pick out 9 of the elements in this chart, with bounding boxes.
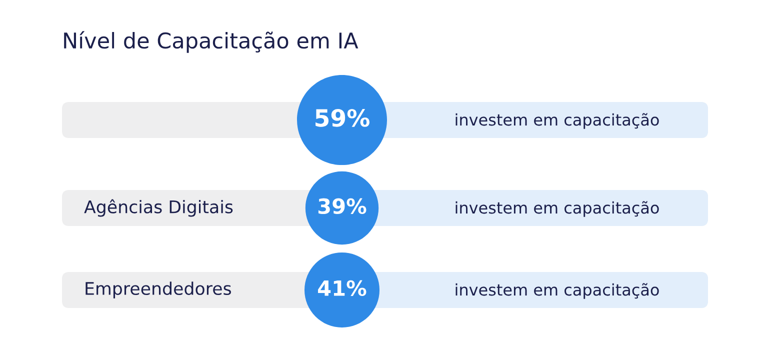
text: Nível de Capacitação em IA [64,31,358,53]
data-label: 41% [318,280,366,296]
data-label: 59% [316,108,370,127]
text: investem em capacitação [456,201,659,217]
category-label: Empreendedores [86,282,231,298]
category-label: Agências Digitais [84,199,233,217]
data-label: 39% [318,198,366,214]
text: investem em capacitação [456,283,659,299]
text: investem em capacitação [456,113,659,129]
